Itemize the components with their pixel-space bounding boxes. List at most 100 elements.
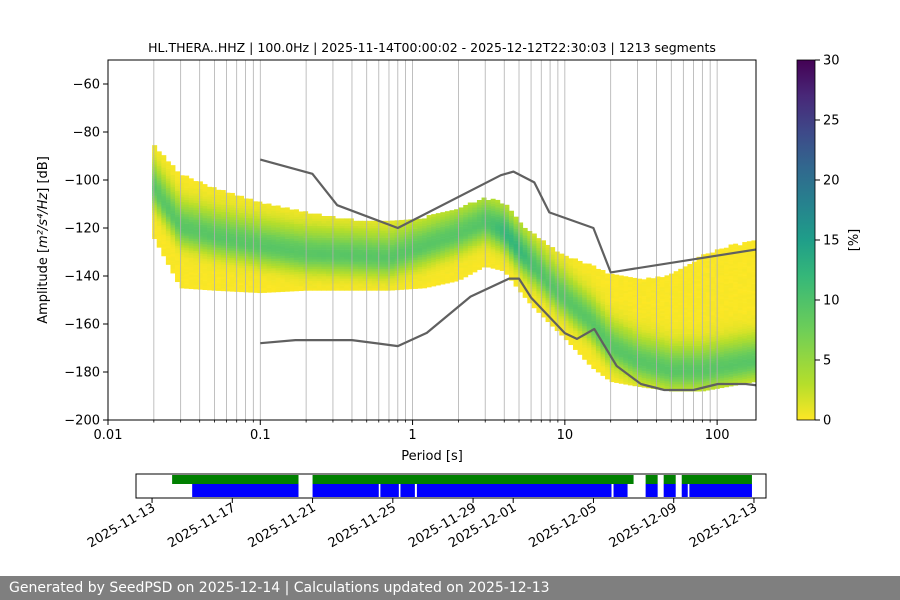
heatmap-cell <box>586 352 592 356</box>
heatmap-cell <box>390 220 396 224</box>
heatmap-cell <box>650 355 656 358</box>
heatmap-cell <box>435 275 441 279</box>
heatmap-cell <box>220 221 226 224</box>
heatmap-cell <box>559 260 565 264</box>
heatmap-cell <box>554 321 560 324</box>
heatmap-cell <box>271 234 277 238</box>
heatmap-cell <box>719 282 725 285</box>
heatmap-cell <box>312 235 318 238</box>
heatmap-cell <box>280 282 286 285</box>
heatmap-cell <box>444 263 450 267</box>
heatmap-cell <box>637 307 643 311</box>
heatmap-cell <box>243 272 249 276</box>
heatmap-cell <box>261 237 267 241</box>
heatmap-cell <box>225 211 231 215</box>
heatmap-cell <box>490 265 496 269</box>
heatmap-cell <box>600 313 606 316</box>
heatmap-cell <box>723 271 729 275</box>
heatmap-cell <box>362 247 368 250</box>
heatmap-cell <box>152 217 158 220</box>
heatmap-cell <box>188 240 194 244</box>
heatmap-cell <box>440 221 446 225</box>
heatmap-cell <box>225 281 231 285</box>
heatmap-cell <box>431 233 437 237</box>
heatmap-cell <box>618 301 624 305</box>
heatmap-cell <box>394 275 400 279</box>
heatmap-cell <box>481 238 487 242</box>
heatmap-cell <box>536 310 542 313</box>
heatmap-cell <box>371 244 377 248</box>
heatmap-cell <box>216 249 222 253</box>
heatmap-cell <box>595 278 601 282</box>
heatmap-cell <box>476 204 482 208</box>
heatmap-cell <box>225 223 231 227</box>
heatmap-cell <box>390 234 396 238</box>
heatmap-cell <box>646 349 652 353</box>
heatmap-cell <box>719 308 725 312</box>
heatmap-cell <box>188 281 194 285</box>
heatmap-cell <box>175 209 181 213</box>
heatmap-cell <box>229 233 235 237</box>
heatmap-cell <box>298 245 304 248</box>
heatmap-cell <box>659 293 665 297</box>
heatmap-cell <box>188 259 194 263</box>
heatmap-cell <box>335 268 341 272</box>
heatmap-cell <box>627 332 633 335</box>
heatmap-cell <box>271 270 277 274</box>
heatmap-cell <box>650 290 656 293</box>
heatmap-cell <box>280 284 286 288</box>
heatmap-cell <box>618 373 624 377</box>
heatmap-cell <box>326 288 331 291</box>
heatmap-cell <box>390 278 396 281</box>
heatmap-cell <box>248 208 254 211</box>
heatmap-cell <box>266 220 272 224</box>
heatmap-cell <box>701 314 707 317</box>
heatmap-cell <box>673 352 679 356</box>
heatmap-cell <box>184 274 190 277</box>
heatmap-cell <box>518 234 524 238</box>
heatmap-cell <box>701 362 707 365</box>
heatmap-cell <box>307 276 313 279</box>
heatmap-cell <box>705 301 711 305</box>
heatmap-cell <box>184 226 190 229</box>
heatmap-cell <box>701 359 707 363</box>
heatmap-cell <box>609 321 615 325</box>
heatmap-cell <box>170 261 176 264</box>
heatmap-cell <box>673 328 679 332</box>
heatmap-cell <box>641 293 647 297</box>
heatmap-cell <box>723 300 729 304</box>
heatmap-cell <box>499 261 505 264</box>
heatmap-cell <box>239 212 245 216</box>
heatmap-cell <box>252 210 258 214</box>
heatmap-cell <box>312 276 318 279</box>
heatmap-cell <box>673 367 679 370</box>
heatmap-cell <box>321 268 327 272</box>
heatmap-cell <box>705 289 711 293</box>
heatmap-cell <box>605 326 611 329</box>
heatmap-cell <box>444 232 450 236</box>
heatmap-cell <box>696 328 702 332</box>
heatmap-cell <box>545 302 551 306</box>
heatmap-cell <box>568 267 574 271</box>
heatmap-cell <box>609 343 615 347</box>
heatmap-cell <box>426 229 432 233</box>
heatmap-cell <box>293 252 299 256</box>
heatmap-cell <box>335 223 341 226</box>
heatmap-cell <box>641 370 647 374</box>
heatmap-cell <box>161 183 167 187</box>
heatmap-cell <box>408 260 414 263</box>
heatmap-cell <box>573 342 578 346</box>
heatmap-cell <box>252 244 258 248</box>
heatmap-cell <box>326 261 331 265</box>
heatmap-cell <box>289 219 295 222</box>
heatmap-cell <box>623 314 629 318</box>
heatmap-cell <box>298 216 304 219</box>
heatmap-cell <box>207 230 213 233</box>
heatmap-cell <box>380 249 386 253</box>
heatmap-cell <box>170 227 176 231</box>
heatmap-cell <box>490 220 496 224</box>
heatmap-cell <box>655 300 661 304</box>
heatmap-cell <box>495 199 501 203</box>
heatmap-cell <box>573 292 578 295</box>
heatmap-cell <box>595 328 601 332</box>
